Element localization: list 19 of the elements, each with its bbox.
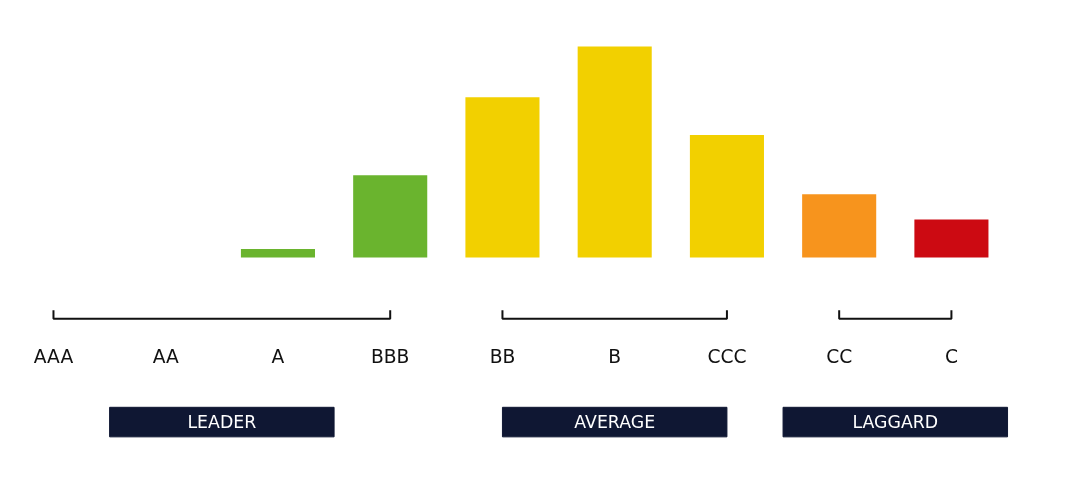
bar xyxy=(577,46,652,258)
text: LEADER xyxy=(187,412,257,433)
x-tick-label: AAA xyxy=(33,346,74,368)
bar xyxy=(689,135,764,258)
x-tick-label: BB xyxy=(489,346,516,368)
bar xyxy=(802,194,877,258)
x-tick-label: C xyxy=(944,346,958,368)
x-tick-label: CC xyxy=(826,346,853,368)
bar xyxy=(465,97,540,258)
x-tick-label: CCC xyxy=(707,346,747,368)
x-tick-label: B xyxy=(608,346,622,368)
x-tick-label: AA xyxy=(152,346,179,368)
bar xyxy=(353,175,428,258)
bar xyxy=(240,249,315,258)
x-tick-label: BBB xyxy=(371,346,410,368)
text: AVERAGE xyxy=(574,412,656,433)
bar xyxy=(914,219,989,258)
x-tick-label: A xyxy=(271,346,285,368)
text: LAGGARD xyxy=(852,412,939,433)
